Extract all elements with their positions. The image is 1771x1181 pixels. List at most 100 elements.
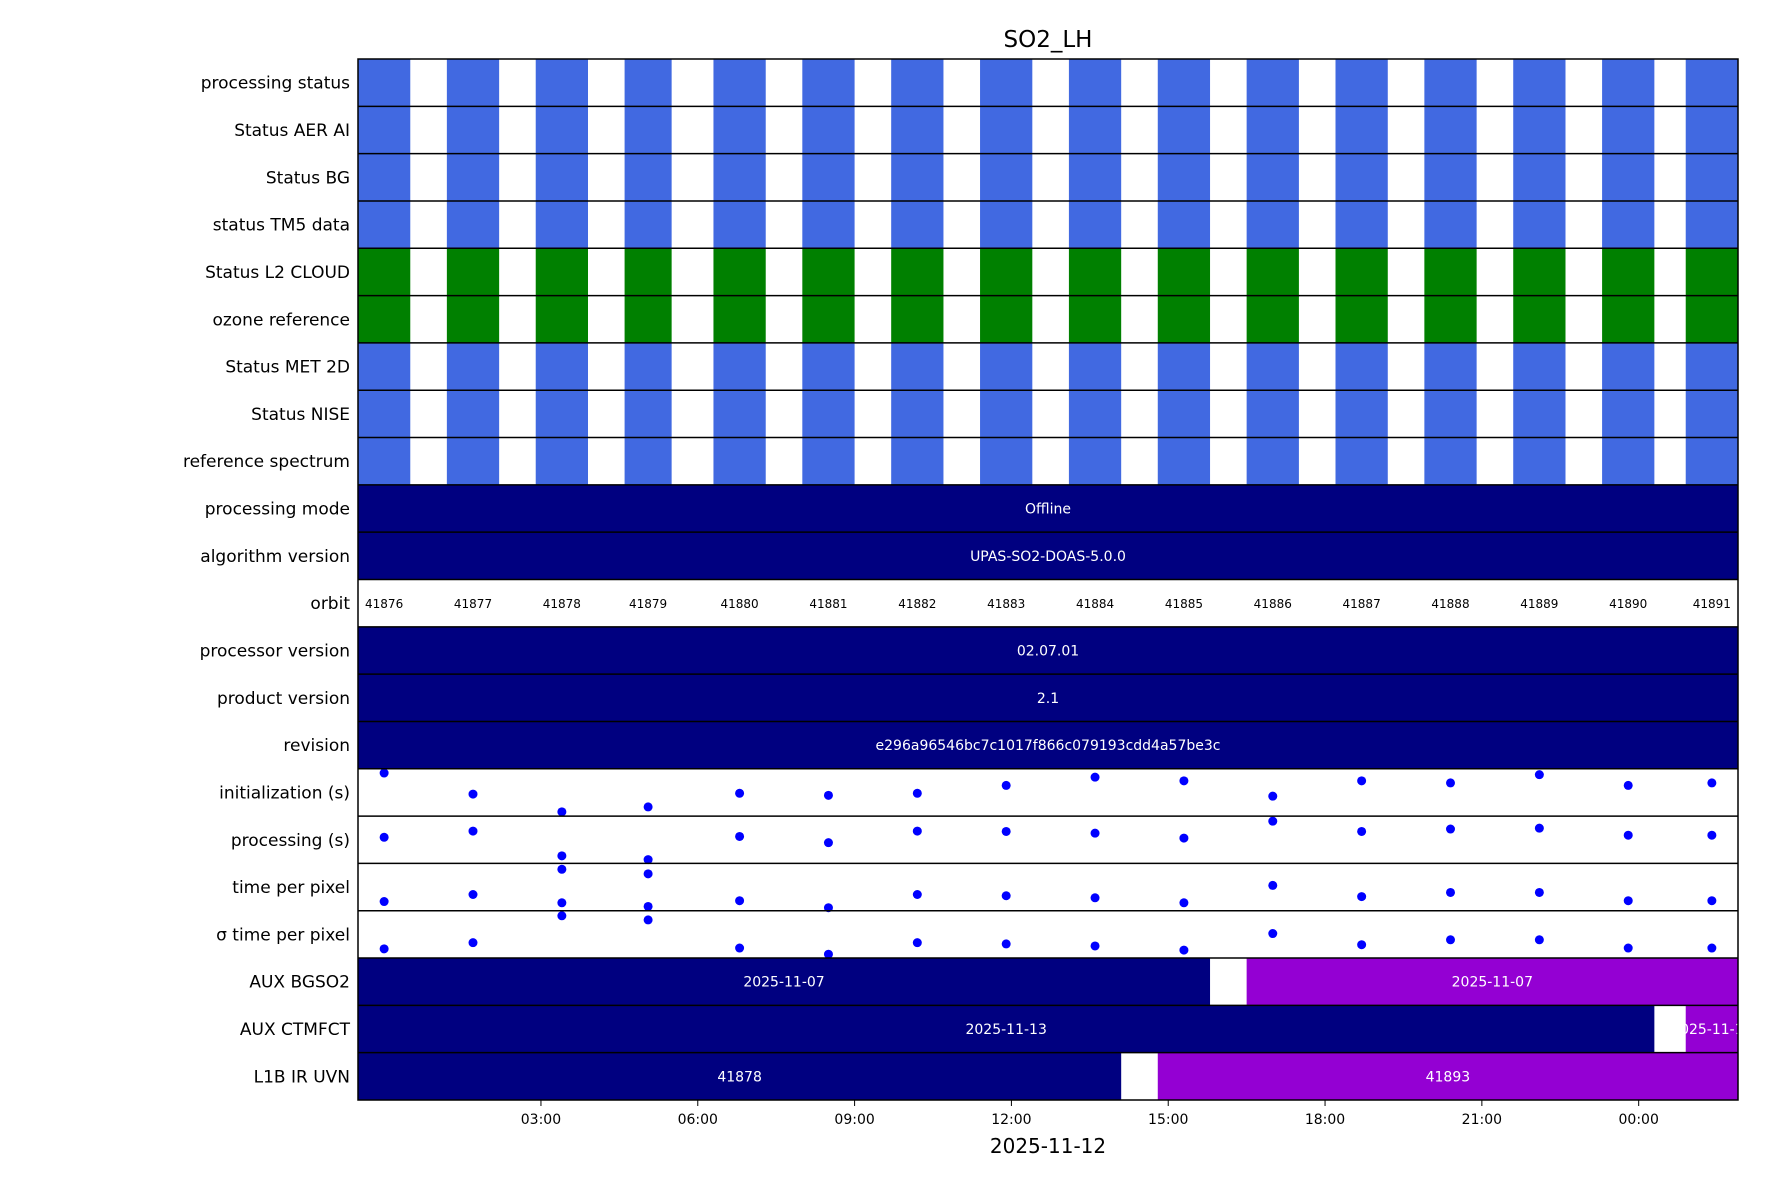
status-cell [1246, 295, 1299, 343]
scatter-point [1357, 826, 1367, 836]
status-cell [1157, 437, 1211, 485]
status-cell [624, 295, 672, 343]
status-cell [358, 248, 411, 296]
status-cell [1685, 248, 1738, 296]
status-cell [1157, 59, 1211, 107]
segment-bar [358, 1005, 1655, 1053]
scatter-point [379, 897, 389, 907]
scatter-point [912, 826, 922, 836]
status-cell [1246, 390, 1299, 438]
status-cell [802, 248, 855, 296]
band-bar [358, 721, 1738, 769]
x-tick-label: 15:00 [1148, 1112, 1188, 1128]
status-cell [1685, 390, 1738, 438]
row-label: ozone reference [212, 310, 350, 330]
status-cell [1335, 59, 1388, 107]
scatter-point [468, 938, 478, 948]
status-cell [1513, 200, 1566, 249]
x-tick-label: 00:00 [1619, 1112, 1659, 1128]
status-cell [1424, 153, 1477, 201]
status-cell [1068, 248, 1122, 296]
x-axis-label: 2025-11-12 [990, 1134, 1106, 1158]
status-cell [1335, 200, 1388, 249]
status-cell [980, 248, 1033, 296]
status-cell [1424, 200, 1477, 249]
status-cell [802, 153, 855, 201]
segment-text: 2025-11-13 [965, 1022, 1046, 1038]
status-cell [358, 295, 411, 343]
scatter-point [1623, 943, 1633, 953]
scatter-point [1446, 887, 1455, 897]
status-cell [802, 437, 855, 485]
status-cell [1157, 390, 1211, 438]
orbit-label: 41890 [1609, 597, 1647, 611]
status-cell [624, 200, 672, 249]
segment-bar [1246, 958, 1738, 1006]
orbit-label: 41888 [1431, 597, 1469, 611]
status-cell [713, 390, 766, 438]
status-cell [802, 342, 855, 391]
status-cell [1602, 200, 1655, 249]
row-label: processing (s) [231, 831, 350, 851]
status-cell [535, 59, 588, 107]
scatter-point [1534, 823, 1544, 833]
scatter-point [912, 938, 922, 948]
status-cell [802, 59, 855, 107]
status-cell [1602, 153, 1655, 201]
status-cell [624, 390, 672, 438]
status-cell [624, 106, 672, 154]
status-cell [1513, 390, 1566, 438]
segment-text: 2025-11-07 [743, 975, 824, 991]
segment-bar [1685, 1005, 1738, 1053]
status-cell [358, 390, 411, 438]
status-cell [446, 248, 500, 296]
status-cell [891, 342, 944, 391]
status-cell [1068, 342, 1122, 391]
scatter-point [1446, 778, 1455, 788]
band-bar [358, 532, 1738, 580]
row-label: AUX CTMFCT [240, 1020, 351, 1040]
x-tick-label: 06:00 [678, 1112, 718, 1128]
status-cell [891, 153, 944, 201]
orbit-label: 41886 [1254, 597, 1292, 611]
scatter-point [1090, 941, 1100, 951]
status-cell [1157, 295, 1211, 343]
scatter-point [643, 915, 653, 925]
orbit-label: 41876 [365, 597, 403, 611]
orbit-label: 41884 [1076, 597, 1114, 611]
orbit-label: 41883 [987, 597, 1025, 611]
row-label: σ time per pixel [216, 925, 350, 945]
status-cell [446, 342, 500, 391]
status-cell [891, 106, 944, 154]
status-cell [1246, 248, 1299, 296]
scatter-point [735, 896, 745, 906]
scatter-point [643, 802, 653, 812]
status-cell [1685, 437, 1738, 485]
segment-text: 41893 [1426, 1069, 1471, 1085]
status-cell [1068, 390, 1122, 438]
scatter-point [1001, 780, 1011, 790]
orbit-label: 41880 [720, 597, 758, 611]
status-cell [1335, 295, 1388, 343]
orbit-label: 41891 [1693, 597, 1731, 611]
scatter-point [1534, 887, 1544, 897]
segment-bar [1157, 1052, 1738, 1100]
orbit-label: 41877 [454, 597, 492, 611]
scatter-point [1446, 935, 1455, 945]
status-cell [624, 248, 672, 296]
scatter-point [379, 944, 389, 954]
orbit-label: 41882 [898, 597, 936, 611]
status-cell [1068, 295, 1122, 343]
scatter-point [1090, 828, 1100, 838]
scatter-point [557, 898, 567, 908]
status-cell [713, 248, 766, 296]
status-cell [1246, 437, 1299, 485]
status-cell [624, 437, 672, 485]
status-cell [1602, 342, 1655, 391]
status-cell [1068, 106, 1122, 154]
status-cell [446, 200, 500, 249]
status-cell [1157, 342, 1211, 391]
band-bar [358, 626, 1738, 675]
scatter-point [1534, 935, 1544, 945]
